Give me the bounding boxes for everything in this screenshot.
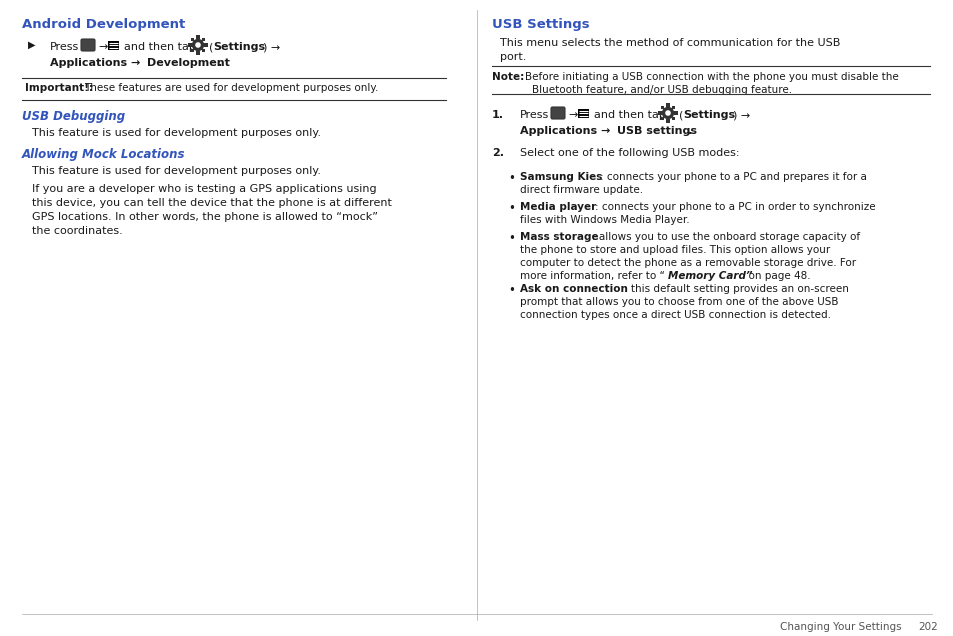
- FancyBboxPatch shape: [191, 38, 194, 41]
- Text: Press: Press: [50, 42, 79, 52]
- Text: and then tap: and then tap: [124, 42, 195, 52]
- Text: Important!:: Important!:: [25, 83, 93, 93]
- Text: .: .: [687, 126, 692, 136]
- Text: Applications →: Applications →: [50, 58, 144, 68]
- Text: Bluetooth feature, and/or USB debugging feature.: Bluetooth feature, and/or USB debugging …: [532, 85, 791, 95]
- Text: computer to detect the phone as a removable storage drive. For: computer to detect the phone as a remova…: [519, 258, 855, 268]
- FancyBboxPatch shape: [671, 106, 675, 109]
- Text: more information, refer to “: more information, refer to “: [519, 271, 664, 281]
- Text: ▶: ▶: [28, 40, 35, 50]
- Text: Android Development: Android Development: [22, 18, 185, 31]
- Text: Before initiating a USB connection with the phone you must disable the: Before initiating a USB connection with …: [524, 72, 898, 82]
- Text: Ask on connection: Ask on connection: [519, 284, 627, 294]
- FancyBboxPatch shape: [659, 117, 663, 120]
- Text: 1.: 1.: [492, 110, 503, 120]
- Text: and then tap: and then tap: [594, 110, 665, 120]
- Text: : connects your phone to a PC in order to synchronize: : connects your phone to a PC in order t…: [595, 202, 875, 212]
- Text: •: •: [507, 202, 515, 215]
- Text: Mass storage: Mass storage: [519, 232, 598, 242]
- FancyBboxPatch shape: [674, 111, 677, 115]
- Text: this device, you can tell the device that the phone is at different: this device, you can tell the device tha…: [32, 198, 392, 208]
- Text: prompt that allows you to choose from one of the above USB: prompt that allows you to choose from on…: [519, 297, 838, 307]
- Text: This feature is used for development purposes only.: This feature is used for development pur…: [32, 128, 320, 138]
- FancyBboxPatch shape: [188, 43, 192, 47]
- Text: USB Settings: USB Settings: [492, 18, 589, 31]
- Text: port.: port.: [499, 52, 526, 62]
- Text: 2.: 2.: [492, 148, 503, 158]
- Text: Memory Card”: Memory Card”: [667, 271, 752, 281]
- Text: •: •: [507, 172, 515, 185]
- FancyBboxPatch shape: [551, 107, 564, 119]
- Text: →: →: [98, 42, 108, 52]
- FancyBboxPatch shape: [658, 111, 661, 115]
- Text: Select one of the following USB modes:: Select one of the following USB modes:: [519, 148, 739, 158]
- Text: Samsung Kies: Samsung Kies: [519, 172, 601, 182]
- Text: •: •: [507, 232, 515, 245]
- Text: the coordinates.: the coordinates.: [32, 226, 123, 236]
- Text: : connects your phone to a PC and prepares it for a: : connects your phone to a PC and prepar…: [599, 172, 866, 182]
- Text: Development: Development: [147, 58, 230, 68]
- Text: Changing Your Settings: Changing Your Settings: [780, 622, 901, 632]
- Text: This feature is used for development purposes only.: This feature is used for development pur…: [32, 166, 320, 176]
- Text: Note:: Note:: [492, 72, 524, 82]
- Text: USB Debugging: USB Debugging: [22, 110, 125, 123]
- Text: (: (: [209, 42, 213, 52]
- Text: connection types once a direct USB connection is detected.: connection types once a direct USB conne…: [519, 310, 830, 320]
- Text: These features are used for development purposes only.: These features are used for development …: [84, 83, 378, 93]
- FancyBboxPatch shape: [204, 43, 208, 47]
- Circle shape: [665, 111, 669, 115]
- Text: If you are a developer who is testing a GPS applications using: If you are a developer who is testing a …: [32, 184, 376, 194]
- Text: GPS locations. In other words, the phone is allowed to “mock”: GPS locations. In other words, the phone…: [32, 212, 377, 222]
- Text: : this default setting provides an on-screen: : this default setting provides an on-sc…: [623, 284, 848, 294]
- Text: This menu selects the method of communication for the USB: This menu selects the method of communic…: [499, 38, 840, 48]
- Text: (: (: [679, 110, 682, 120]
- Text: direct firmware update.: direct firmware update.: [519, 185, 642, 195]
- Text: USB settings: USB settings: [617, 126, 697, 136]
- FancyBboxPatch shape: [196, 35, 199, 39]
- Text: Settings: Settings: [682, 110, 735, 120]
- Text: 202: 202: [917, 622, 937, 632]
- FancyBboxPatch shape: [109, 41, 119, 50]
- Text: Media player: Media player: [519, 202, 596, 212]
- Text: Settings: Settings: [213, 42, 265, 52]
- FancyBboxPatch shape: [665, 119, 669, 123]
- FancyBboxPatch shape: [196, 52, 199, 55]
- Text: Applications →: Applications →: [519, 126, 614, 136]
- Circle shape: [195, 43, 200, 47]
- FancyBboxPatch shape: [659, 106, 663, 109]
- FancyBboxPatch shape: [578, 109, 589, 118]
- Circle shape: [661, 107, 673, 118]
- Text: the phone to store and upload files. This option allows your: the phone to store and upload files. Thi…: [519, 245, 829, 255]
- Text: files with Windows Media Player.: files with Windows Media Player.: [519, 215, 689, 225]
- FancyBboxPatch shape: [191, 49, 194, 52]
- Text: : allows you to use the onboard storage capacity of: : allows you to use the onboard storage …: [592, 232, 860, 242]
- Text: →: →: [567, 110, 577, 120]
- FancyBboxPatch shape: [202, 38, 205, 41]
- Text: on page 48.: on page 48.: [741, 271, 810, 281]
- Text: ) →: ) →: [732, 110, 749, 120]
- Circle shape: [193, 39, 203, 50]
- FancyBboxPatch shape: [671, 117, 675, 120]
- Text: Press: Press: [519, 110, 549, 120]
- FancyBboxPatch shape: [665, 103, 669, 107]
- Text: ) →: ) →: [263, 42, 280, 52]
- Text: Allowing Mock Locations: Allowing Mock Locations: [22, 148, 185, 161]
- FancyBboxPatch shape: [81, 39, 95, 51]
- FancyBboxPatch shape: [202, 49, 205, 52]
- Text: •: •: [507, 284, 515, 297]
- Text: .: .: [218, 58, 222, 68]
